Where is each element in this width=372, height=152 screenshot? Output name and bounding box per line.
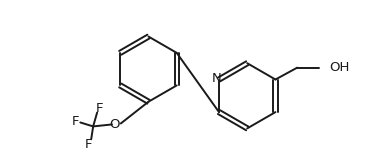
Text: OH: OH <box>329 61 349 74</box>
Text: F: F <box>95 102 103 115</box>
Text: N: N <box>212 72 222 85</box>
Text: F: F <box>72 115 79 128</box>
Text: O: O <box>110 118 120 131</box>
Text: F: F <box>84 138 92 151</box>
